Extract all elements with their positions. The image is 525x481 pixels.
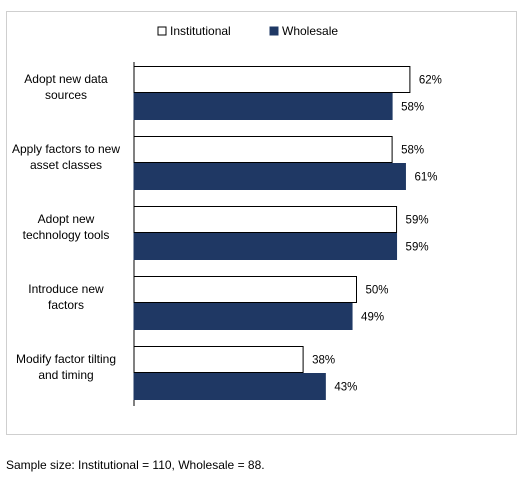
value-label-wholesale-3: 59% [406, 242, 429, 254]
bar-wholesale-2 [133, 163, 406, 190]
legend-label-wholesale: Wholesale [282, 24, 338, 38]
bar-institutional-4 [133, 276, 357, 303]
value-label-institutional-1: 62% [419, 75, 442, 87]
category-label-3-line-1: Adopt new [38, 212, 95, 226]
bar-institutional-2 [133, 136, 393, 163]
value-label-institutional-5: 38% [312, 355, 335, 367]
category-label-1-line-2: sources [45, 88, 87, 102]
bar-wholesale-5 [133, 373, 326, 400]
bar-chart: 62% 58% Adopt new data sources 58% 61% Apply f… [12, 24, 442, 406]
value-label-wholesale-2: 61% [414, 172, 437, 184]
legend-swatch-wholesale [269, 26, 279, 36]
value-label-institutional-2: 58% [401, 145, 424, 157]
category-label-4-line-1: Introduce new [28, 282, 104, 296]
value-label-wholesale-1: 58% [401, 102, 424, 114]
category-label-3-line-2: technology tools [23, 228, 110, 242]
bar-wholesale-4 [133, 303, 353, 330]
legend-label-institutional: Institutional [170, 24, 231, 38]
bar-institutional-1 [133, 66, 411, 93]
legend-swatch-institutional [157, 26, 167, 36]
category-label-4-line-2: factors [48, 298, 84, 312]
category-label-5-line-2: and timing [38, 368, 93, 382]
value-label-institutional-4: 50% [366, 285, 389, 297]
value-label-wholesale-4: 49% [361, 312, 384, 324]
bar-wholesale-3 [133, 233, 398, 260]
value-label-wholesale-5: 43% [334, 382, 357, 394]
category-label-2-line-1: Apply factors to new [12, 142, 120, 156]
value-label-institutional-3: 59% [406, 215, 429, 227]
category-label-5-line-1: Modify factor tilting [16, 352, 116, 366]
category-label-2-line-2: asset classes [30, 158, 102, 172]
chart-frame [6, 11, 517, 435]
bar-institutional-5 [133, 346, 304, 373]
bar-wholesale-1 [133, 93, 393, 120]
bar-institutional-3 [133, 206, 398, 233]
sample-size-note: Sample size: Institutional = 110, Wholes… [6, 458, 265, 472]
category-label-1-line-1: Adopt new data [24, 72, 108, 86]
